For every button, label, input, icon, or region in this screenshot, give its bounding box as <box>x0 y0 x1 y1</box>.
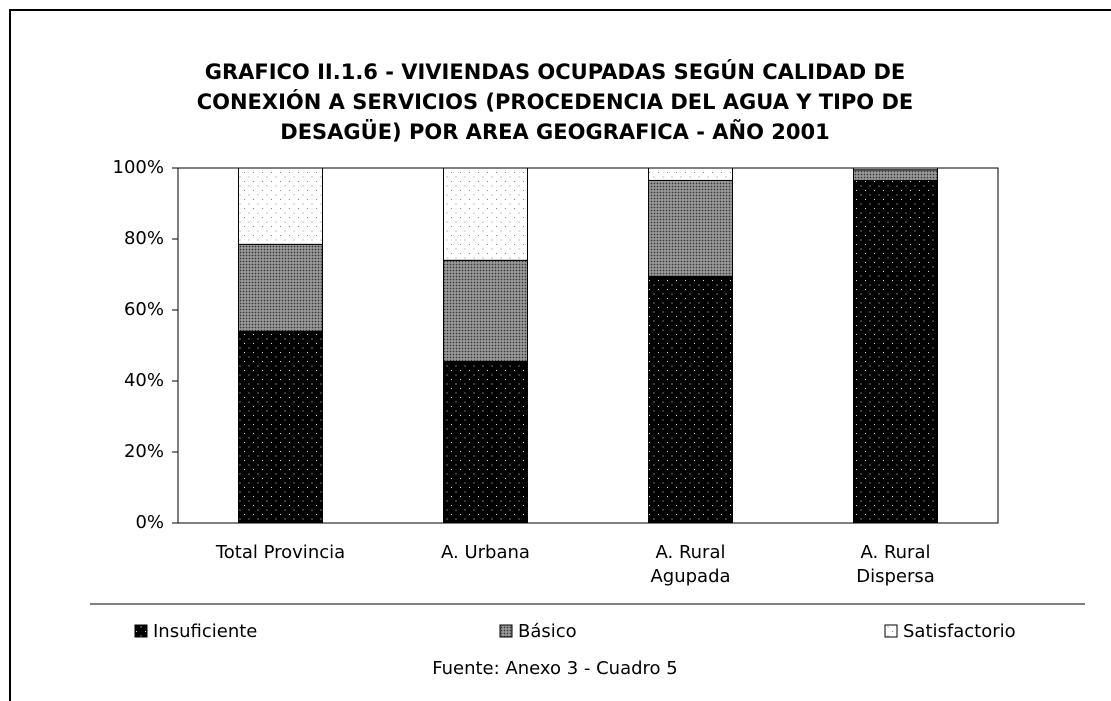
bar-segment <box>853 169 938 181</box>
chart-title: CONEXIÓN A SERVICIOS (PROCEDENCIA DEL AG… <box>197 89 914 114</box>
bar-segment <box>443 167 528 261</box>
plot-area <box>177 167 999 524</box>
bar-segment <box>238 167 323 245</box>
x-tick-label: Total Provincia <box>215 542 345 563</box>
bar-segment <box>648 179 733 277</box>
bar-segment <box>238 243 323 332</box>
legend-label: Básico <box>518 621 577 642</box>
legend-swatch <box>884 624 898 638</box>
x-tick-label: A. Rural Agupada <box>650 542 730 587</box>
legend-label: Insuficiente <box>153 621 257 642</box>
y-tick-label: 60% <box>124 299 164 320</box>
x-tick-label: A. Rural Dispersa <box>856 542 935 587</box>
x-tick-label: A. Urbana <box>441 542 530 563</box>
y-tick-label: 0% <box>135 512 164 533</box>
y-tick-label: 80% <box>124 228 164 249</box>
bar-segment <box>853 167 938 171</box>
y-tick-label: 20% <box>124 441 164 462</box>
bar-segment <box>238 330 323 524</box>
legend-label: Satisfactorio <box>903 621 1016 642</box>
frame <box>9 9 1111 701</box>
source-note: Fuente: Anexo 3 - Cuadro 5 <box>432 658 678 679</box>
bar-segment <box>648 275 733 524</box>
y-tick-label: 100% <box>113 157 164 178</box>
legend-swatch <box>134 624 148 638</box>
chart-title: DESAGÜE) POR AREA GEOGRAFICA - AÑO 2001 <box>280 119 829 144</box>
y-tick-label: 40% <box>124 370 164 391</box>
legend-swatch <box>499 624 513 638</box>
bar-segment <box>443 360 528 524</box>
bar-segment <box>648 167 733 181</box>
chart-title: GRAFICO II.1.6 - VIVIENDAS OCUPADAS SEGÚ… <box>205 59 906 84</box>
bar-segment <box>443 259 528 362</box>
bar-segment <box>853 179 938 524</box>
